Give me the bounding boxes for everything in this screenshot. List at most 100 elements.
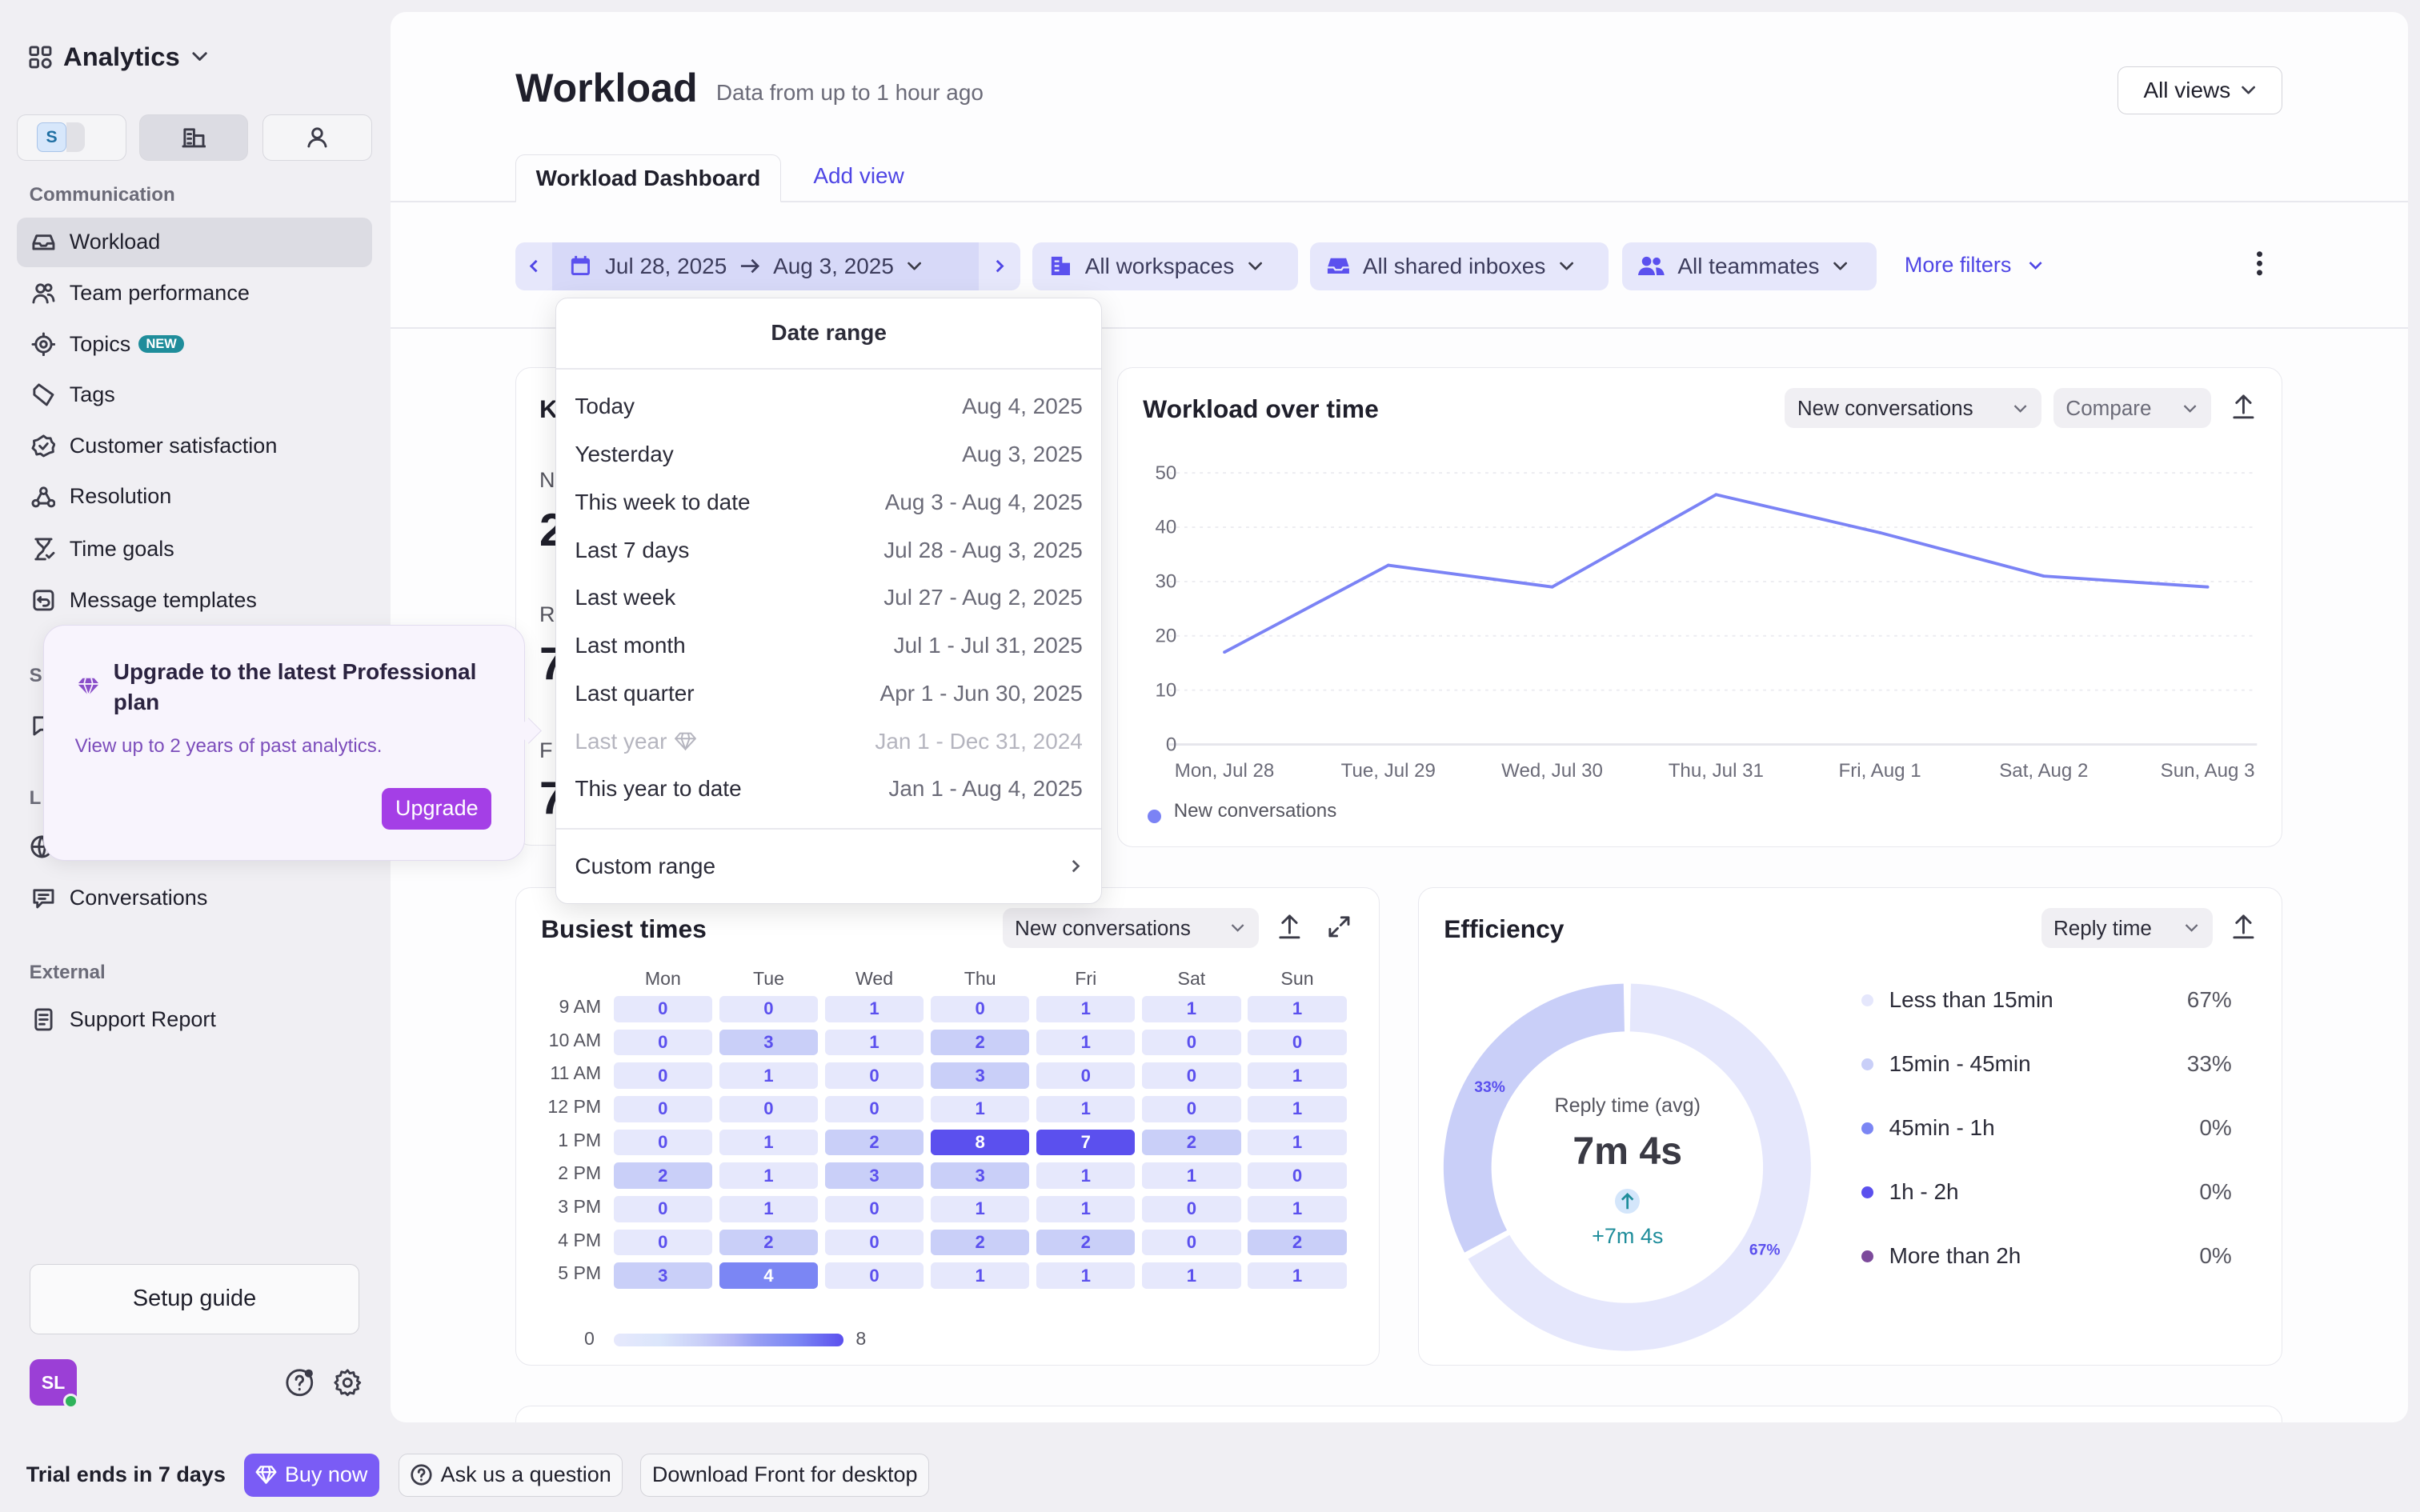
heatmap-cell[interactable]: 0 <box>824 1229 924 1256</box>
heatmap-cell[interactable]: 0 <box>719 995 819 1022</box>
heatmap-cell[interactable]: 1 <box>1248 1195 1347 1222</box>
donut-slice[interactable] <box>1444 983 1625 1253</box>
sidebar-item-support-report[interactable]: Support Report <box>17 995 372 1045</box>
heatmap-cell[interactable]: 1 <box>719 1195 819 1222</box>
sidebar-item-team-performance[interactable]: Team performance <box>17 269 372 318</box>
expand-icon[interactable] <box>1327 914 1352 939</box>
heatmap-cell[interactable]: 0 <box>930 995 1030 1022</box>
scope-teammate-button[interactable] <box>262 114 372 161</box>
heatmap-cell[interactable]: 1 <box>719 1129 819 1156</box>
workspaces-filter[interactable]: All workspaces <box>1032 242 1298 290</box>
heatmap-cell[interactable]: 7 <box>1036 1129 1136 1156</box>
app-switcher[interactable]: Analytics <box>28 42 210 72</box>
heatmap-cell[interactable]: 0 <box>613 1062 713 1090</box>
heatmap-cell[interactable]: 0 <box>613 1129 713 1156</box>
sidebar-item-customer-satisfaction[interactable]: Customer satisfaction <box>17 422 372 471</box>
date-option[interactable]: Last week Jul 27 - Aug 2, 2025 <box>575 576 1082 619</box>
heatmap-cell[interactable]: 1 <box>1142 995 1241 1022</box>
sidebar-item-topics[interactable]: Topics NEW <box>17 319 372 369</box>
heatmap-cell[interactable]: 0 <box>824 1262 924 1289</box>
heatmap-cell[interactable]: 1 <box>1036 1262 1136 1289</box>
heatmap-cell[interactable]: 0 <box>1036 1062 1136 1090</box>
help-icon[interactable] <box>284 1367 315 1398</box>
heatmap-cell[interactable]: 2 <box>1036 1229 1136 1256</box>
heatmap-cell[interactable]: 0 <box>613 1095 713 1122</box>
heatmap-cell[interactable]: 3 <box>930 1062 1030 1090</box>
settings-gear-icon[interactable] <box>332 1367 363 1398</box>
heatmap-cell[interactable]: 2 <box>930 1029 1030 1056</box>
sidebar-item-tags[interactable]: Tags <box>17 370 372 420</box>
sidebar-item-conversations[interactable]: Conversations <box>17 874 372 923</box>
more-filters-button[interactable]: More filters <box>1905 253 2044 278</box>
heatmap-cell[interactable]: 1 <box>1036 1162 1136 1189</box>
heatmap-cell[interactable]: 0 <box>613 995 713 1022</box>
heatmap-cell[interactable]: 0 <box>1142 1029 1241 1056</box>
more-options-kebab-icon[interactable] <box>2249 248 2270 279</box>
metric-select[interactable]: New conversations <box>1785 388 2041 429</box>
date-option[interactable]: Last quarter Apr 1 - Jun 30, 2025 <box>575 672 1082 715</box>
date-option[interactable]: This year to date Jan 1 - Aug 4, 2025 <box>575 767 1082 810</box>
sidebar-item-resolution[interactable]: Resolution <box>17 472 372 522</box>
heatmap-cell[interactable]: 1 <box>824 1029 924 1056</box>
heatmap-cell[interactable]: 8 <box>930 1129 1030 1156</box>
scope-workspace-button[interactable] <box>138 114 249 161</box>
heatmap-cell[interactable]: 2 <box>930 1229 1030 1256</box>
date-option[interactable]: Yesterday Aug 3, 2025 <box>575 433 1082 476</box>
export-icon[interactable] <box>1277 913 1302 941</box>
download-desktop-button[interactable]: Download Front for desktop <box>640 1453 930 1497</box>
heatmap-cell[interactable]: 1 <box>1248 1062 1347 1090</box>
heatmap-cell[interactable]: 2 <box>1142 1129 1241 1156</box>
date-option[interactable]: This week to date Aug 3 - Aug 4, 2025 <box>575 481 1082 524</box>
all-views-dropdown[interactable]: All views <box>2118 66 2283 114</box>
heatmap-cell[interactable]: 0 <box>1248 1029 1347 1056</box>
ask-question-button[interactable]: Ask us a question <box>398 1453 623 1497</box>
data-point[interactable] <box>1714 493 1718 497</box>
heatmap-cell[interactable]: 0 <box>1142 1229 1241 1256</box>
date-option[interactable]: Last month Jul 1 - Jul 31, 2025 <box>575 624 1082 667</box>
upgrade-button[interactable]: Upgrade <box>382 787 492 830</box>
heatmap-cell[interactable]: 0 <box>824 1195 924 1222</box>
date-option[interactable]: Last 7 days Jul 28 - Aug 3, 2025 <box>575 529 1082 572</box>
metric-select[interactable]: New conversations <box>1002 908 1259 949</box>
data-point[interactable] <box>1387 563 1391 567</box>
heatmap-cell[interactable]: 3 <box>613 1262 713 1289</box>
heatmap-cell[interactable]: 1 <box>1036 1029 1136 1056</box>
add-view-link[interactable]: Add view <box>813 163 904 189</box>
heatmap-cell[interactable]: 1 <box>930 1095 1030 1122</box>
heatmap-cell[interactable]: 0 <box>1142 1062 1241 1090</box>
heatmap-cell[interactable]: 1 <box>1142 1162 1241 1189</box>
heatmap-cell[interactable]: 1 <box>1036 995 1136 1022</box>
heatmap-cell[interactable]: 0 <box>613 1195 713 1222</box>
heatmap-cell[interactable]: 1 <box>1036 1195 1136 1222</box>
heatmap-cell[interactable]: 0 <box>719 1095 819 1122</box>
heatmap-cell[interactable]: 1 <box>1036 1095 1136 1122</box>
heatmap-cell[interactable]: 1 <box>719 1062 819 1090</box>
heatmap-cell[interactable]: 1 <box>1248 1262 1347 1289</box>
heatmap-cell[interactable]: 0 <box>824 1095 924 1122</box>
sidebar-item-workload[interactable]: Workload <box>17 217 372 267</box>
heatmap-cell[interactable]: 1 <box>1248 995 1347 1022</box>
heatmap-cell[interactable]: 3 <box>824 1162 924 1189</box>
heatmap-cell[interactable]: 0 <box>1248 1162 1347 1189</box>
heatmap-cell[interactable]: 0 <box>613 1029 713 1056</box>
heatmap-cell[interactable]: 1 <box>1248 1095 1347 1122</box>
date-option[interactable]: Today Aug 4, 2025 <box>575 385 1082 428</box>
date-option[interactable]: Last year Jan 1 - Dec 31, 2024 <box>575 720 1082 763</box>
export-icon[interactable] <box>2231 393 2256 421</box>
heatmap-cell[interactable]: 1 <box>719 1162 819 1189</box>
export-icon[interactable] <box>2231 913 2256 941</box>
next-period-button[interactable] <box>979 242 1020 290</box>
heatmap-cell[interactable]: 3 <box>930 1162 1030 1189</box>
compare-select[interactable]: Compare <box>2053 388 2211 429</box>
heatmap-cell[interactable]: 4 <box>719 1262 819 1289</box>
heatmap-cell[interactable]: 0 <box>1142 1195 1241 1222</box>
setup-guide-button[interactable]: Setup guide <box>29 1263 360 1335</box>
heatmap-cell[interactable]: 2 <box>824 1129 924 1156</box>
heatmap-cell[interactable]: 1 <box>930 1195 1030 1222</box>
heatmap-cell[interactable]: 2 <box>719 1229 819 1256</box>
teammates-filter[interactable]: All teammates <box>1621 242 1877 290</box>
sidebar-item-message-templates[interactable]: Message templates <box>17 575 372 625</box>
heatmap-cell[interactable]: 1 <box>930 1262 1030 1289</box>
buy-now-button[interactable]: Buy now <box>243 1453 379 1497</box>
previous-period-button[interactable] <box>515 242 552 290</box>
